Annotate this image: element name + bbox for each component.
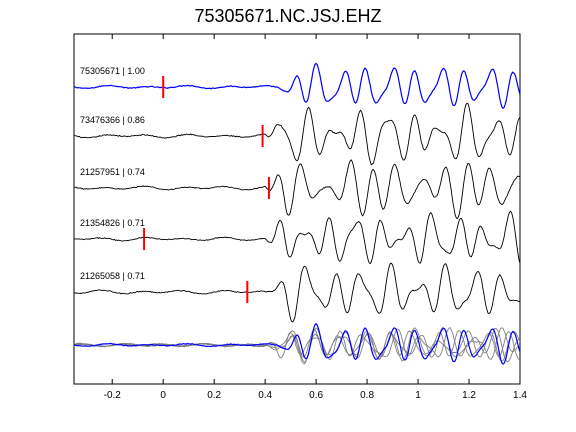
trace-label: 21265058 | 0.71 [80, 271, 145, 281]
overlay-master-trace [73, 322, 521, 365]
x-tick-label: -0.2 [104, 390, 122, 401]
pick-markers [143, 76, 270, 303]
x-tick-label: 0.8 [360, 390, 374, 401]
x-tick-label: 1.2 [462, 390, 476, 401]
trace-waveform-21354826 [73, 210, 521, 265]
x-tick-label: 0 [160, 390, 166, 401]
trace-label: 73476366 | 0.86 [80, 115, 145, 125]
trace-waveform-21265058 [73, 262, 521, 323]
x-tick-label: 0.4 [258, 390, 272, 401]
trace-label: 21257951 | 0.74 [80, 167, 145, 177]
trace-label: 21354826 | 0.71 [80, 218, 145, 228]
x-tick-label: 0.2 [207, 390, 221, 401]
x-tick-label: 1.4 [513, 390, 527, 401]
x-tick-label: 1 [415, 390, 421, 401]
overlay-trace [73, 327, 521, 365]
chart-title: 75305671.NC.JSJ.EHZ [194, 6, 382, 26]
trace-waveform-21257951 [73, 159, 521, 220]
trace-label: 75305671 | 1.00 [80, 66, 145, 76]
overlay-trace [74, 330, 521, 361]
waveform-traces [73, 62, 521, 365]
trace-labels: 75305671 | 1.00 73476366 | 0.86 21257951 |… [80, 66, 145, 281]
trace-waveform-75305671 [73, 62, 521, 110]
plot-frame [73, 33, 521, 385]
x-tick-label: 0.6 [309, 390, 323, 401]
trace-waveform-73476366 [73, 102, 521, 166]
x-axis: -0.2 0 0.2 0.4 0.6 0.8 1 1.2 1.4 [104, 34, 527, 401]
